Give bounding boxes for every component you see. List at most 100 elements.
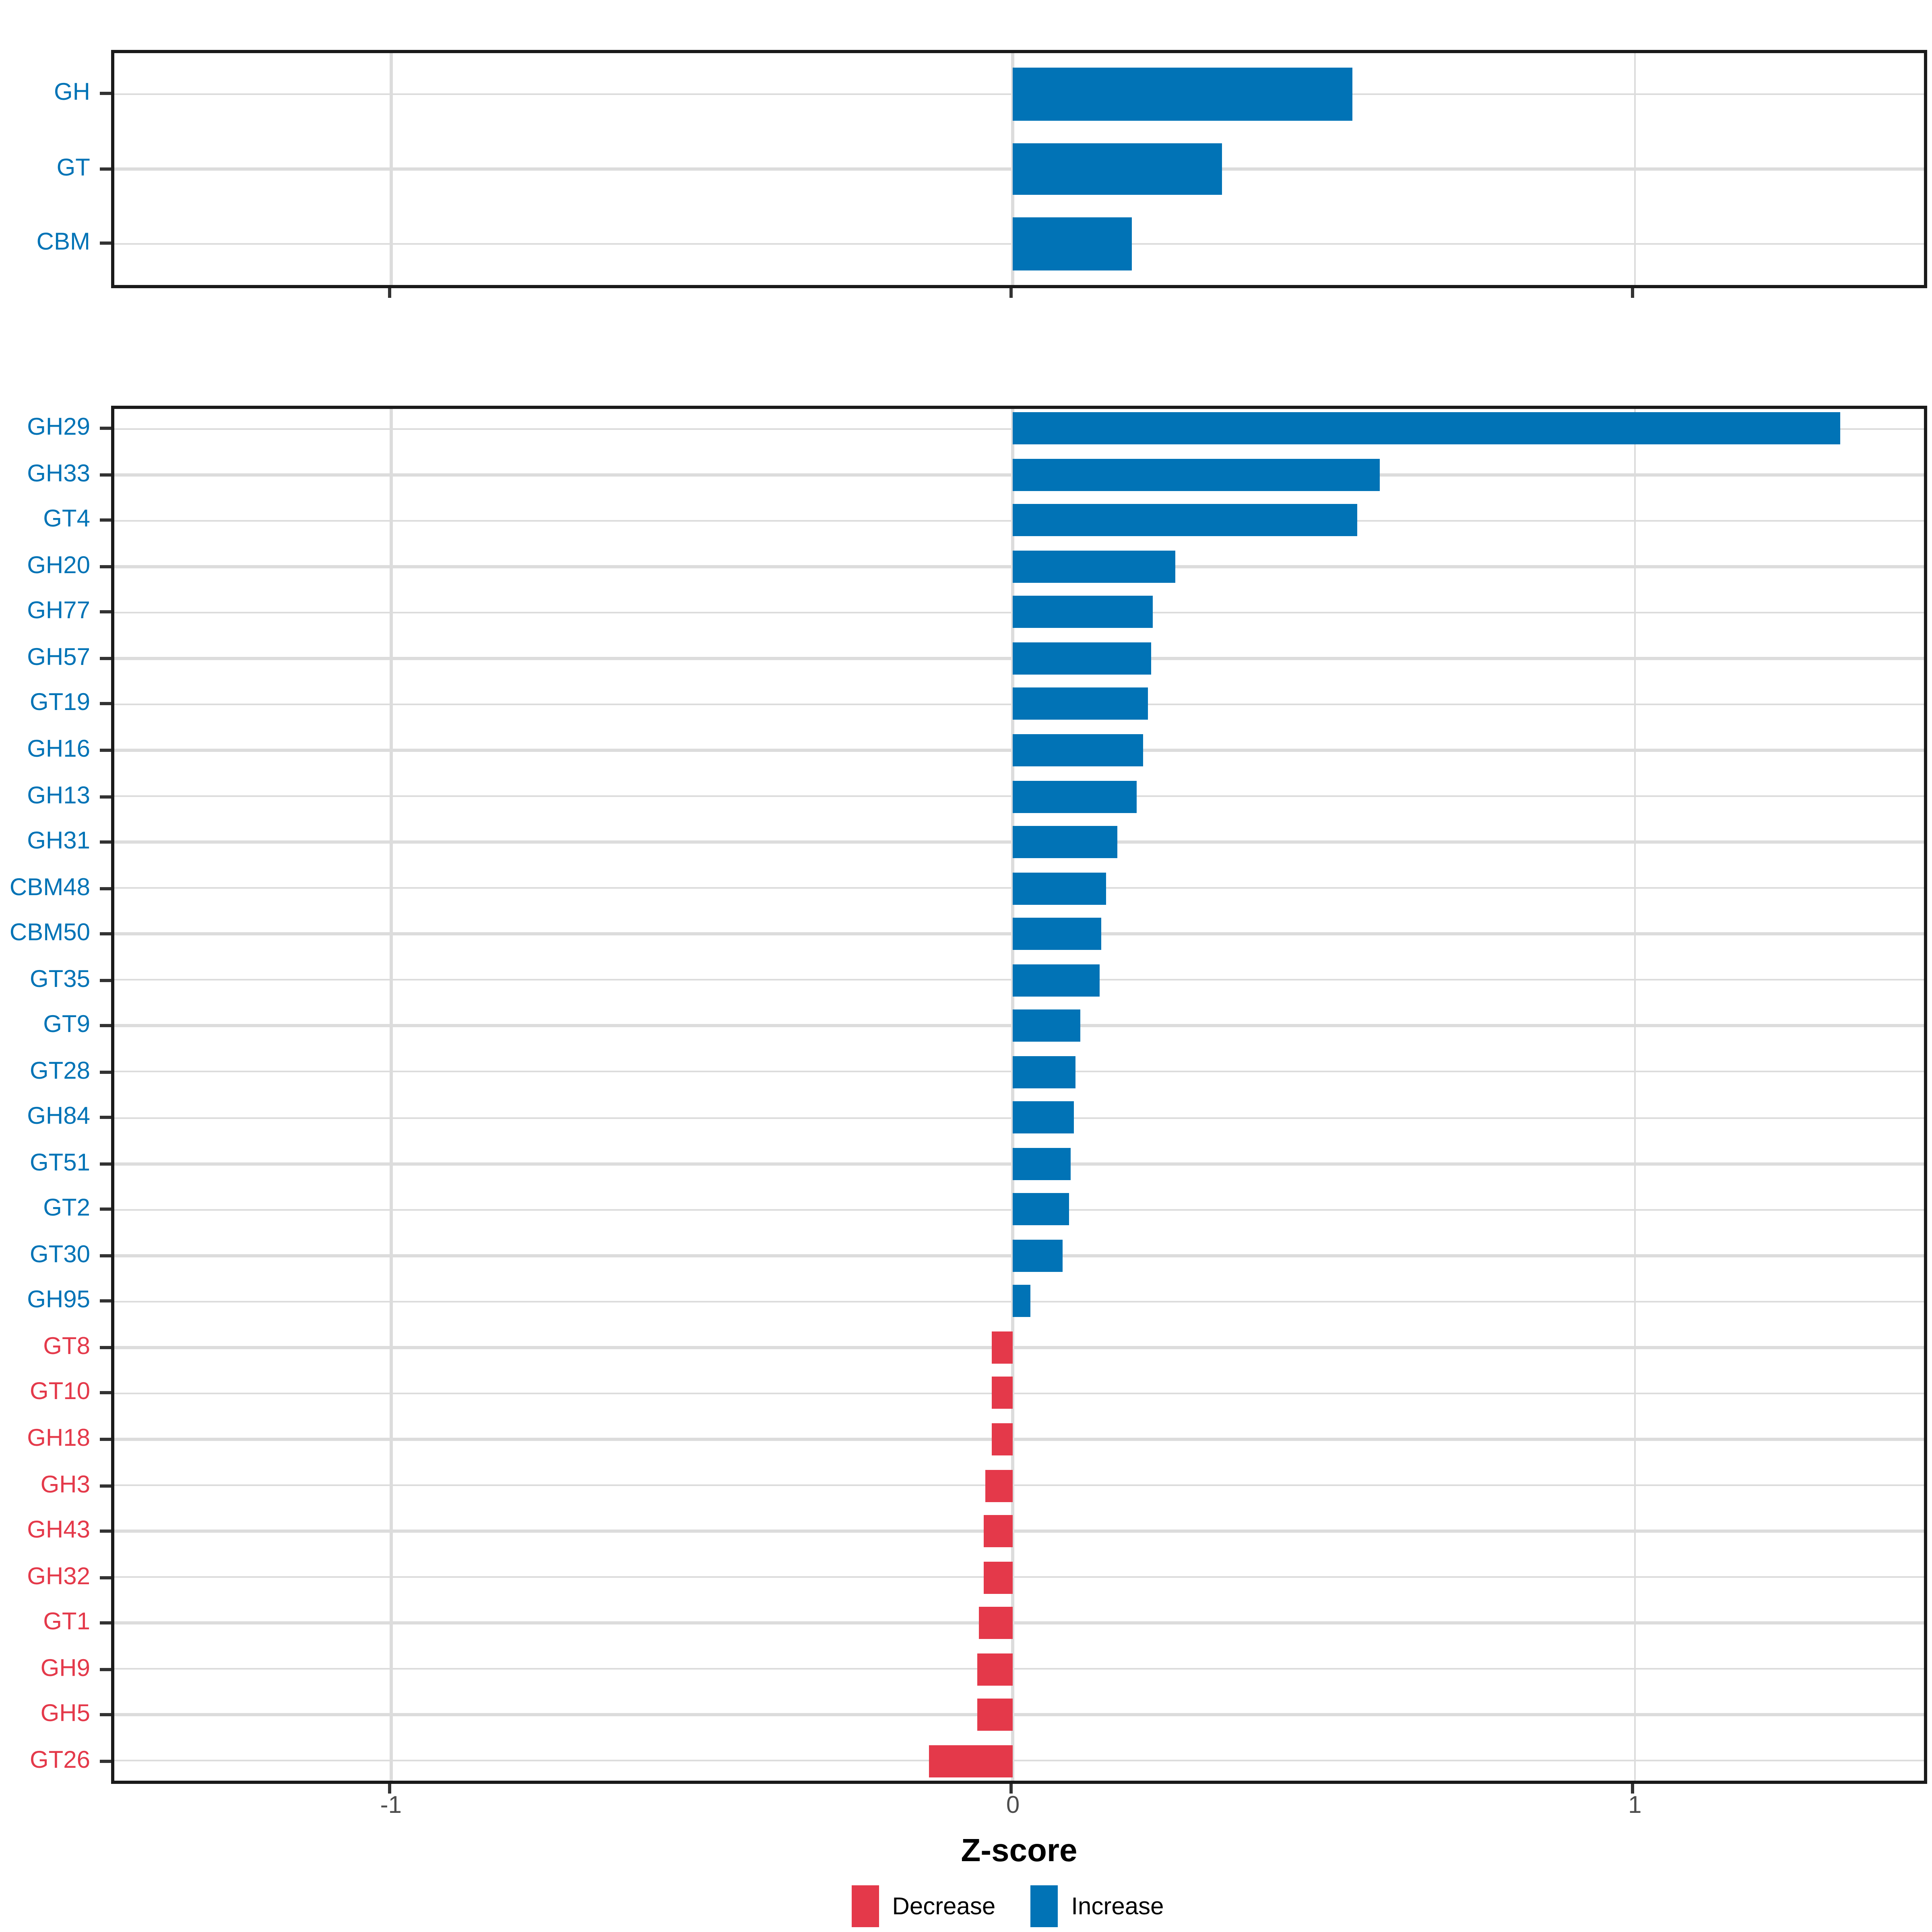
y-tick-mark-CBM50	[100, 932, 111, 936]
x-tick-mark-1	[1631, 1784, 1635, 1794]
gridline-h-GH5	[114, 1713, 1924, 1716]
bar-GT28	[1013, 1055, 1075, 1088]
bar-GH29	[1013, 413, 1840, 445]
y-tick-mark-GT26	[100, 1759, 111, 1763]
x-tick-label-0: 0	[1006, 1792, 1020, 1819]
bar-CBM48	[1013, 872, 1107, 904]
y-tick-mark-GH57	[100, 656, 111, 660]
x-tick-mark-0	[1009, 289, 1013, 298]
y-label-GT9: GT9	[43, 1011, 90, 1039]
y-tick-mark-GT8	[100, 1346, 111, 1349]
bar-CBM	[1013, 217, 1131, 270]
y-label-GH13: GH13	[27, 782, 90, 809]
y-label-GT1: GT1	[43, 1608, 90, 1636]
y-label-GH77: GH77	[27, 598, 90, 625]
bar-GT	[1013, 142, 1222, 195]
y-tick-mark-GH	[100, 92, 111, 96]
y-tick-mark-GT2	[100, 1208, 111, 1212]
gridline-h-GH3	[114, 1484, 1924, 1487]
y-label-GH: GH	[54, 79, 90, 107]
legend-key-decrease	[852, 1885, 879, 1927]
y-label-GH43: GH43	[27, 1517, 90, 1544]
panel-class-summary	[111, 49, 1927, 289]
y-tick-mark-GH9	[100, 1667, 111, 1671]
legend-key-increase	[1031, 1885, 1059, 1927]
bar-GT51	[1013, 1148, 1071, 1180]
y-label-GH33: GH33	[27, 460, 90, 488]
y-label-GH32: GH32	[27, 1563, 90, 1590]
y-tick-mark-GH18	[100, 1438, 111, 1441]
y-label-GT4: GT4	[43, 506, 90, 534]
y-label-GH31: GH31	[27, 828, 90, 855]
bar-GH3	[985, 1469, 1013, 1501]
y-label-GT51: GT51	[29, 1149, 90, 1177]
bar-GT8	[992, 1331, 1013, 1364]
y-tick-mark-GT19	[100, 702, 111, 706]
x-tick-mark-0	[1009, 1784, 1013, 1794]
bar-GH5	[976, 1699, 1013, 1731]
bar-GT26	[929, 1744, 1013, 1777]
y-tick-mark-GT1	[100, 1621, 111, 1625]
y-label-GT28: GT28	[29, 1057, 90, 1085]
x-axis-title: Z-score	[961, 1834, 1077, 1869]
gridline-h-GT8	[114, 1346, 1924, 1349]
gridline-v-0	[1011, 409, 1014, 1781]
y-label-GH3: GH3	[40, 1471, 90, 1499]
y-tick-mark-GH31	[100, 840, 111, 844]
y-tick-mark-GT35	[100, 978, 111, 982]
bar-GH31	[1013, 826, 1118, 859]
y-tick-mark-GH33	[100, 473, 111, 477]
y-label-GT19: GT19	[29, 689, 90, 717]
x-tick-mark--1	[388, 289, 391, 298]
y-label-GH20: GH20	[27, 552, 90, 580]
y-tick-mark-GH43	[100, 1530, 111, 1533]
x-tick-label--1: -1	[380, 1792, 402, 1819]
y-tick-mark-CBM48	[100, 886, 111, 890]
bar-GT9	[1013, 1009, 1081, 1042]
y-label-GH9: GH9	[40, 1654, 90, 1682]
y-label-CBM: CBM	[36, 229, 90, 257]
bar-GT19	[1013, 688, 1148, 720]
bar-GH95	[1013, 1285, 1031, 1318]
y-tick-mark-GT4	[100, 519, 111, 522]
y-tick-mark-GT	[100, 167, 111, 171]
bar-GT2	[1013, 1193, 1070, 1226]
gridline-v--1	[390, 409, 392, 1781]
gridline-h-GH32	[114, 1576, 1924, 1579]
y-tick-mark-GH32	[100, 1575, 111, 1579]
bar-GT30	[1013, 1239, 1063, 1272]
panel-family-detail	[111, 406, 1927, 1784]
y-label-GH18: GH18	[27, 1425, 90, 1452]
y-tick-mark-CBM	[100, 242, 111, 246]
x-tick-label-1: 1	[1628, 1792, 1642, 1819]
gridline-h-GH43	[114, 1530, 1924, 1533]
legend: Decrease Increase	[111, 1885, 1927, 1927]
bar-GH18	[992, 1423, 1013, 1455]
legend-label-increase: Increase	[1071, 1893, 1164, 1920]
y-tick-mark-GH13	[100, 795, 111, 798]
bar-GH9	[977, 1653, 1013, 1685]
y-label-GT: GT	[56, 154, 90, 182]
y-label-GT2: GT2	[43, 1195, 90, 1223]
bar-GH43	[983, 1515, 1013, 1548]
y-tick-mark-GH20	[100, 565, 111, 568]
y-label-GT10: GT10	[29, 1379, 90, 1406]
y-label-CBM48: CBM48	[9, 873, 90, 901]
y-tick-mark-GH5	[100, 1713, 111, 1717]
y-label-GT8: GT8	[43, 1333, 90, 1360]
y-tick-mark-GH84	[100, 1116, 111, 1120]
bar-GH77	[1013, 596, 1152, 629]
bar-GT1	[978, 1607, 1013, 1639]
y-label-GH5: GH5	[40, 1700, 90, 1728]
y-label-CBM50: CBM50	[9, 919, 90, 947]
y-tick-mark-GH95	[100, 1300, 111, 1303]
bar-GH57	[1013, 642, 1151, 675]
bar-CBM50	[1013, 918, 1101, 950]
bar-GT4	[1013, 504, 1357, 537]
legend-label-decrease: Decrease	[892, 1893, 996, 1920]
y-label-GT26: GT26	[29, 1746, 90, 1774]
bar-GT35	[1013, 964, 1100, 996]
y-tick-mark-GH29	[100, 427, 111, 431]
gridline-h-GH9	[114, 1668, 1924, 1670]
bar-GH20	[1013, 550, 1176, 583]
